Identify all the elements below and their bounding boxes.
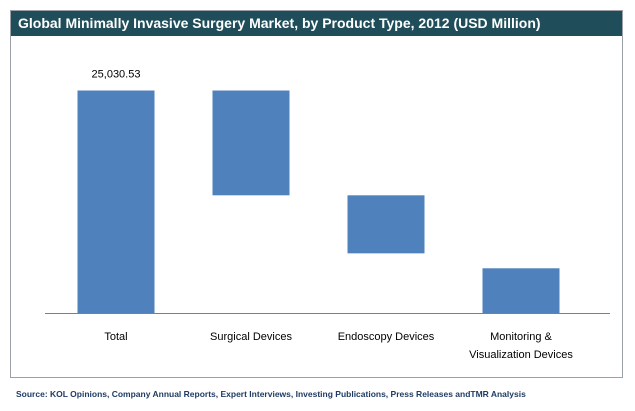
bar-monitoring-visualization-devices [482, 268, 560, 313]
x-tick-label-line: Monitoring & [490, 331, 552, 343]
x-tick-label-line: Surgical Devices [210, 331, 292, 343]
x-tick-label: Endoscopy Devices [338, 331, 435, 343]
x-tick-label-line: Endoscopy Devices [338, 331, 435, 343]
x-tick-label: Surgical Devices [210, 331, 292, 343]
x-tick-label-line: Total [104, 331, 127, 343]
data-label: 25,030.53 [92, 69, 141, 81]
x-tick-label: Total [104, 331, 127, 343]
bar-total [77, 90, 155, 313]
x-tick-label: Monitoring & Visualization Devices [469, 331, 573, 361]
bar-endoscopy-devices [347, 195, 425, 254]
x-tick-label-line: Visualization Devices [469, 349, 573, 361]
chart-title: Global Minimally Invasive Surgery Market… [18, 15, 541, 31]
source-note: Source: KOL Opinions, Company Annual Rep… [16, 389, 526, 399]
bar-surgical-devices [212, 90, 290, 196]
title-bar: Global Minimally Invasive Surgery Market… [11, 11, 622, 36]
